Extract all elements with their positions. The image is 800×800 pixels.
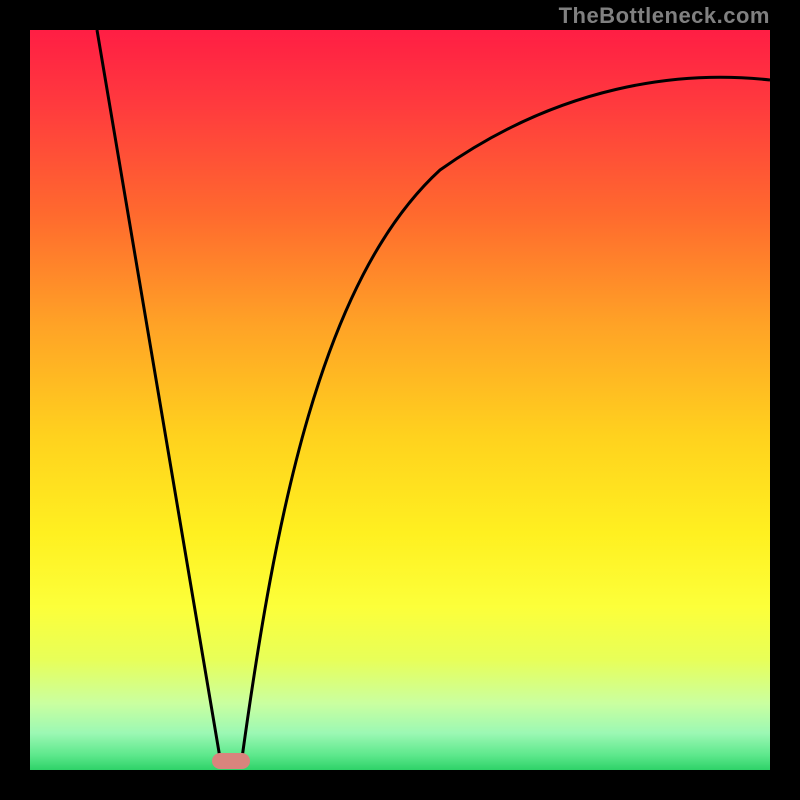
- chart-container: TheBottleneck.com: [0, 0, 800, 800]
- chart-background-gradient: [30, 30, 770, 770]
- optimum-marker: [212, 753, 250, 769]
- watermark-text: TheBottleneck.com: [559, 3, 770, 29]
- chart-svg: [0, 0, 800, 800]
